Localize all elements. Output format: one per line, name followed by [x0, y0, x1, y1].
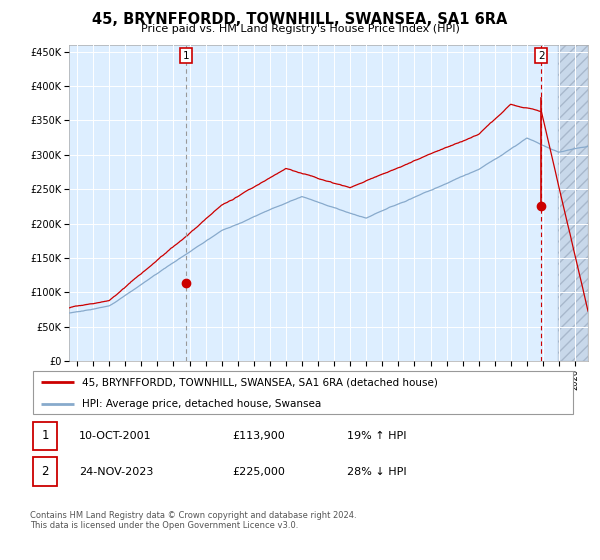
Text: HPI: Average price, detached house, Swansea: HPI: Average price, detached house, Swan…	[82, 399, 321, 409]
Text: 2: 2	[538, 51, 545, 61]
Text: 45, BRYNFFORDD, TOWNHILL, SWANSEA, SA1 6RA (detached house): 45, BRYNFFORDD, TOWNHILL, SWANSEA, SA1 6…	[82, 377, 438, 388]
Text: 1: 1	[41, 429, 49, 442]
Text: Price paid vs. HM Land Registry's House Price Index (HPI): Price paid vs. HM Land Registry's House …	[140, 24, 460, 34]
Bar	[558, 45, 588, 361]
Text: 45, BRYNFFORDD, TOWNHILL, SWANSEA, SA1 6RA: 45, BRYNFFORDD, TOWNHILL, SWANSEA, SA1 6…	[92, 12, 508, 27]
Text: 2: 2	[41, 465, 49, 478]
Bar	[558, 45, 588, 361]
Text: £113,900: £113,900	[232, 431, 285, 441]
Text: 1: 1	[182, 51, 189, 61]
Text: Contains HM Land Registry data © Crown copyright and database right 2024.
This d: Contains HM Land Registry data © Crown c…	[30, 511, 356, 530]
Text: £225,000: £225,000	[232, 466, 285, 477]
FancyBboxPatch shape	[33, 422, 58, 450]
Text: 28% ↓ HPI: 28% ↓ HPI	[347, 466, 406, 477]
Text: 24-NOV-2023: 24-NOV-2023	[79, 466, 154, 477]
Text: 10-OCT-2001: 10-OCT-2001	[79, 431, 152, 441]
FancyBboxPatch shape	[33, 371, 573, 414]
Text: 19% ↑ HPI: 19% ↑ HPI	[347, 431, 406, 441]
FancyBboxPatch shape	[33, 458, 58, 486]
